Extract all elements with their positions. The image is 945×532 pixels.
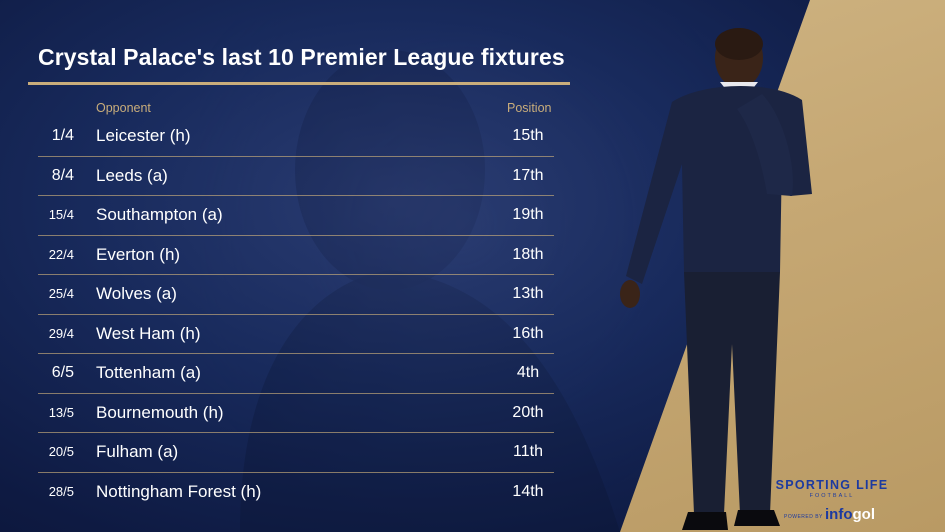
fixture-opponent: Leeds (a)	[96, 165, 168, 185]
fixture-date: 22/4	[48, 246, 74, 262]
fixture-row: 29/4 West Ham (h) 16th	[38, 314, 554, 354]
fixture-date: 13/5	[48, 404, 74, 420]
page-title: Crystal Palace's last 10 Premier League …	[38, 44, 565, 70]
infogol-wordmark: infogol	[825, 506, 875, 523]
fixture-row: 1/4 Leicester (h) 15th	[38, 116, 554, 157]
fixture-position: 11th	[513, 443, 543, 460]
fixture-opponent: Fulham (a)	[96, 442, 179, 461]
fixture-row: 28/5 Nottingham Forest (h) 14th	[38, 472, 554, 512]
logo-subtitle: FOOTBALL	[809, 493, 855, 499]
fixture-opponent: Tottenham (a)	[96, 363, 201, 382]
fixture-position: 19th	[512, 206, 544, 223]
fixture-date: 29/4	[48, 325, 74, 341]
fixture-position: 13th	[512, 285, 544, 302]
fixture-position: 14th	[512, 482, 544, 500]
fixture-position: 16th	[512, 324, 544, 342]
fixture-position: 18th	[512, 245, 544, 263]
infogol-part-a: info	[825, 506, 853, 523]
player-photo-image	[620, 28, 812, 530]
fixture-row: 8/4 Leeds (a) 17th	[38, 156, 554, 196]
fixture-date: 28/5	[48, 483, 74, 499]
fixture-opponent: Southampton (a)	[96, 205, 223, 224]
fixture-opponent: West Ham (h)	[96, 323, 201, 343]
fixture-date: 25/4	[48, 286, 74, 301]
infogol-part-b: gol	[852, 506, 876, 523]
opponent-column-header: Opponent	[96, 101, 151, 115]
title-underline	[28, 82, 570, 85]
fixture-position: 15th	[512, 127, 544, 144]
fixture-opponent: Everton (h)	[96, 244, 181, 264]
fixture-position: 20th	[512, 403, 544, 421]
fixture-row: 22/4 Everton (h) 18th	[38, 235, 554, 275]
fixture-date: 8/4	[51, 166, 74, 184]
fixture-date: 1/4	[51, 127, 74, 144]
fixture-row: 6/5 Tottenham (a) 4th	[38, 353, 554, 394]
logo-title: SPORTING LIFE	[775, 478, 889, 492]
fixture-opponent: Nottingham Forest (h)	[96, 481, 262, 501]
fixture-row: 25/4 Wolves (a) 13th	[38, 274, 554, 315]
sporting-life-logo: SPORTING LIFE FOOTBALL POWERED BY infogo…	[770, 478, 894, 523]
fixture-date: 20/5	[48, 444, 74, 459]
fixture-position: 17th	[512, 166, 544, 184]
position-column-header: Position	[507, 101, 552, 115]
fixture-row: 13/5 Bournemouth (h) 20th	[38, 393, 554, 433]
fixture-row: 15/4 Southampton (a) 19th	[38, 195, 554, 236]
fixture-row: 20/5 Fulham (a) 11th	[38, 432, 554, 473]
fixture-date: 6/5	[51, 364, 74, 381]
fixture-position: 4th	[516, 364, 540, 381]
fixture-opponent: Leicester (h)	[96, 126, 191, 145]
fixture-date: 15/4	[48, 207, 74, 222]
fixture-opponent: Bournemouth (h)	[96, 402, 224, 422]
logo-powered-by: POWERED BY	[784, 514, 823, 520]
fixture-opponent: Wolves (a)	[96, 284, 177, 303]
